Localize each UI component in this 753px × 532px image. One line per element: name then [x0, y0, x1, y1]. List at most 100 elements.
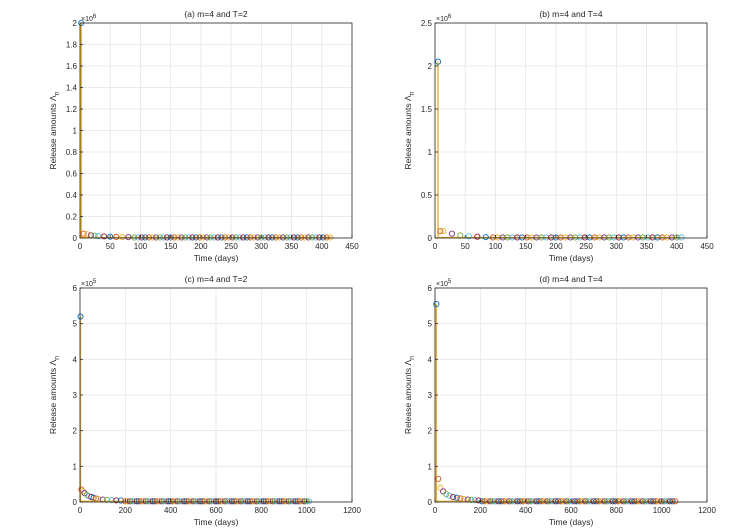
data-point: [201, 498, 208, 505]
data-point: [131, 234, 138, 241]
data-point: [280, 498, 288, 505]
data-point: [301, 234, 308, 241]
x-axis-label: Time (days): [549, 517, 594, 527]
x-tick-label: 50: [106, 242, 115, 251]
data-point: [254, 234, 261, 241]
axis-exponent: ×105: [81, 279, 97, 288]
data-point: [80, 230, 87, 237]
x-tick-label: 150: [164, 242, 178, 251]
data-point: [142, 498, 149, 505]
data-point: [247, 234, 254, 241]
data-point: [131, 498, 138, 505]
axes-box: [434, 22, 708, 239]
data-point: [194, 498, 201, 505]
data-point: [435, 475, 442, 482]
data-point: [323, 234, 330, 241]
data-point: [319, 234, 327, 241]
y-tick-label: 0.8: [66, 148, 78, 157]
data-point: [158, 498, 165, 505]
data-point: [147, 498, 154, 505]
data-point: [236, 234, 243, 241]
data-point: [265, 234, 272, 241]
data-point: [251, 498, 258, 505]
data-point: [167, 234, 174, 241]
x-tick-label: 450: [345, 242, 359, 251]
data-point: [434, 58, 442, 65]
data-point: [181, 498, 188, 505]
data-point: [133, 498, 140, 505]
data-point: [125, 234, 132, 241]
data-point: [156, 498, 163, 505]
data-point: [453, 494, 460, 501]
data-point: [117, 497, 124, 504]
x-tick-label: 1000: [298, 506, 316, 515]
data-point: [233, 498, 240, 505]
data-point: [276, 234, 283, 241]
data-point: [197, 498, 204, 505]
data-point: [142, 234, 149, 241]
data-point: [172, 498, 179, 505]
data-point: [287, 234, 294, 241]
x-axis-label: Time (days): [194, 517, 239, 527]
data-point: [269, 498, 276, 505]
x-tick-label: 200: [474, 506, 488, 515]
data-point: [283, 234, 290, 241]
data-point: [183, 498, 190, 505]
y-tick-label: 0.5: [421, 191, 433, 200]
data-point: [138, 498, 145, 505]
data-point: [261, 234, 269, 241]
x-tick-label: 400: [164, 506, 178, 515]
data-point: [135, 498, 142, 505]
data-point: [232, 234, 239, 241]
data-point: [235, 498, 242, 505]
x-tick-label: 300: [610, 242, 624, 251]
x-tick-label: 200: [119, 506, 133, 515]
y-tick-label: 3: [73, 391, 78, 400]
data-point: [129, 498, 136, 505]
data-point: [196, 234, 203, 241]
data-point: [199, 498, 206, 505]
data-point: [203, 234, 210, 241]
data-point: [226, 498, 233, 505]
data-point: [182, 234, 189, 241]
data-point: [174, 234, 181, 241]
y-tick-label: 1.5: [421, 105, 433, 114]
subplot-title: (d) m=4 and T=4: [539, 274, 602, 284]
data-point: [208, 498, 215, 505]
data-point: [672, 498, 679, 505]
y-tick-label: 1: [73, 127, 78, 136]
subplot-2: 0 50 100 150 200 250 300 350 400 450 0 0.5 1 1.5 2 2.5 ×…: [403, 9, 714, 263]
y-tick-label: 1.2: [66, 105, 78, 114]
data-point: [185, 234, 192, 241]
x-tick-label: 400: [519, 506, 533, 515]
data-point: [246, 498, 254, 505]
x-tick-label: 100: [489, 242, 503, 251]
y-tick-label: 1: [73, 462, 78, 471]
axis-exponent: ×105: [436, 279, 452, 288]
data-point: [258, 498, 265, 505]
data-point: [240, 234, 247, 241]
y-tick-label: 5: [428, 320, 433, 329]
y-tick-label: 1: [428, 462, 433, 471]
data-point: [214, 234, 221, 241]
x-tick-label: 600: [209, 506, 223, 515]
data-point: [237, 498, 244, 505]
data-point: [203, 498, 210, 505]
data-point: [244, 498, 251, 505]
data-point: [271, 498, 278, 505]
subplot-4: 0 200 400 600 800 1000 1200 0 1 2 3 4 5 6 ×105 (d) m=4 …: [403, 274, 716, 527]
data-point: [482, 234, 489, 241]
x-tick-label: 150: [519, 242, 533, 251]
data-point: [465, 233, 472, 240]
data-point: [450, 493, 457, 501]
data-point: [207, 234, 214, 241]
data-point: [251, 234, 258, 241]
data-point: [287, 498, 294, 505]
data-point: [305, 234, 312, 241]
data-point: [218, 234, 225, 241]
data-point: [303, 498, 310, 505]
data-point: [468, 496, 475, 503]
data-point: [144, 498, 152, 505]
data-point: [440, 228, 447, 235]
data-point: [160, 234, 167, 241]
